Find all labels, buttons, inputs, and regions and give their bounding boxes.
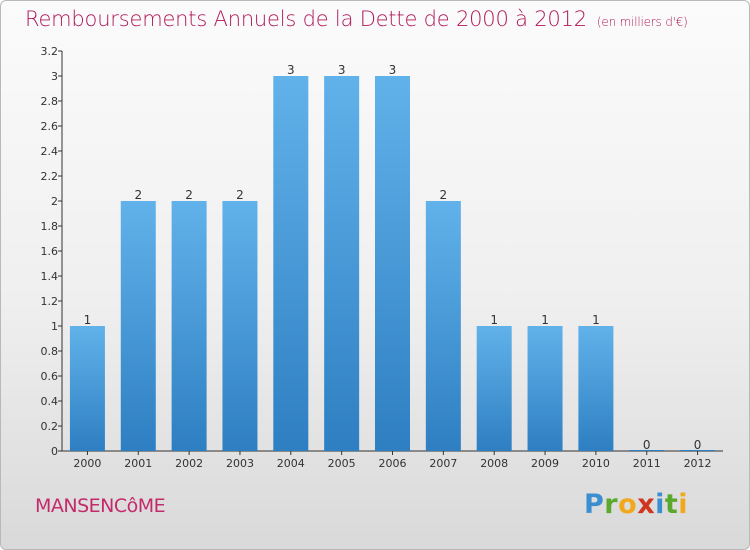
proxiti-logo: Proxiti bbox=[584, 489, 689, 520]
y-tick-label: 0.4 bbox=[41, 395, 59, 408]
data-label: 0 bbox=[694, 438, 702, 452]
x-tick-label: 2010 bbox=[582, 457, 610, 470]
x-tick-label: 2007 bbox=[429, 457, 457, 470]
bar-2012 bbox=[680, 450, 716, 451]
title-unit: (en milliers d'€) bbox=[596, 15, 688, 29]
y-tick-label: 2.4 bbox=[41, 145, 59, 158]
bar-2003 bbox=[222, 201, 258, 451]
data-label: 2 bbox=[440, 188, 448, 202]
x-tick-label: 2006 bbox=[379, 457, 407, 470]
x-tick-label: 2004 bbox=[277, 457, 305, 470]
y-tick-label: 2 bbox=[51, 195, 58, 208]
data-label: 0 bbox=[643, 438, 651, 452]
y-tick-label: 1.6 bbox=[41, 245, 59, 258]
y-tick-label: 0.6 bbox=[41, 370, 59, 383]
chart-title: Remboursements Annuels de la Dette de 20… bbox=[25, 7, 688, 31]
y-tick-label: 3 bbox=[51, 70, 58, 83]
bar-2007 bbox=[425, 201, 461, 451]
y-tick-label: 1.8 bbox=[41, 220, 59, 233]
bar-2011 bbox=[629, 450, 665, 451]
commune-name: MANSENCôME bbox=[35, 495, 166, 517]
y-axis: 0 0.2 0.4 0.6 0.8 1 1.2 1.4 1.6 1.8 2 2.2 2.4 2.6 2.8 3… bbox=[41, 45, 63, 458]
y-tick-label: 1 bbox=[51, 320, 58, 333]
title-text: Remboursements Annuels de la Dette de 20… bbox=[25, 7, 587, 31]
bar-2008 bbox=[476, 326, 512, 451]
y-tick-label: 1.2 bbox=[41, 295, 59, 308]
data-label: 3 bbox=[338, 63, 346, 77]
data-label: 3 bbox=[389, 63, 397, 77]
data-label: 2 bbox=[185, 188, 193, 202]
bar-2005 bbox=[324, 76, 360, 451]
x-tick-label: 2001 bbox=[124, 457, 152, 470]
data-label: 1 bbox=[592, 313, 600, 327]
bars bbox=[69, 76, 716, 451]
x-tick-label: 2011 bbox=[633, 457, 661, 470]
y-tick-label: 3.2 bbox=[41, 45, 59, 58]
bar-2006 bbox=[375, 76, 410, 451]
data-label: 3 bbox=[287, 63, 295, 77]
data-label: 2 bbox=[134, 188, 142, 202]
x-tick-label: 2000 bbox=[73, 457, 101, 470]
bar-2004 bbox=[273, 76, 309, 451]
x-tick-label: 2012 bbox=[684, 457, 712, 470]
x-tick-label: 2008 bbox=[480, 457, 508, 470]
x-axis: 2000 2001 2002 2003 2004 2005 2006 2007 2008 2009… bbox=[62, 450, 723, 470]
x-tick-label: 2002 bbox=[175, 457, 203, 470]
x-tick-label: 2003 bbox=[226, 457, 254, 470]
bar-2001 bbox=[120, 201, 156, 451]
x-tick-label: 2005 bbox=[328, 457, 356, 470]
data-label: 2 bbox=[236, 188, 244, 202]
bar-chart: 0 0.2 0.4 0.6 0.8 1 1.2 1.4 1.6 1.8 2 2.2 2.4 2.6 2.8 3… bbox=[41, 45, 723, 470]
y-tick-label: 0 bbox=[51, 445, 58, 458]
bar-2009 bbox=[527, 326, 563, 451]
data-label: 1 bbox=[490, 313, 498, 327]
data-labels: 1 2 2 2 3 3 3 2 1 1 1 0 0 bbox=[84, 63, 702, 452]
y-tick-label: 2.6 bbox=[41, 120, 59, 133]
x-tick-label: 2009 bbox=[531, 457, 559, 470]
y-tick-label: 0.2 bbox=[41, 420, 59, 433]
y-tick-label: 2.8 bbox=[41, 95, 59, 108]
bar-2002 bbox=[171, 201, 207, 451]
y-tick-label: 0.8 bbox=[41, 345, 59, 358]
y-tick-label: 2.2 bbox=[41, 170, 59, 183]
y-tick-label: 1.4 bbox=[41, 270, 59, 283]
data-label: 1 bbox=[541, 313, 549, 327]
data-label: 1 bbox=[84, 313, 92, 327]
bar-2010 bbox=[578, 326, 614, 451]
bar-2000 bbox=[69, 326, 105, 451]
